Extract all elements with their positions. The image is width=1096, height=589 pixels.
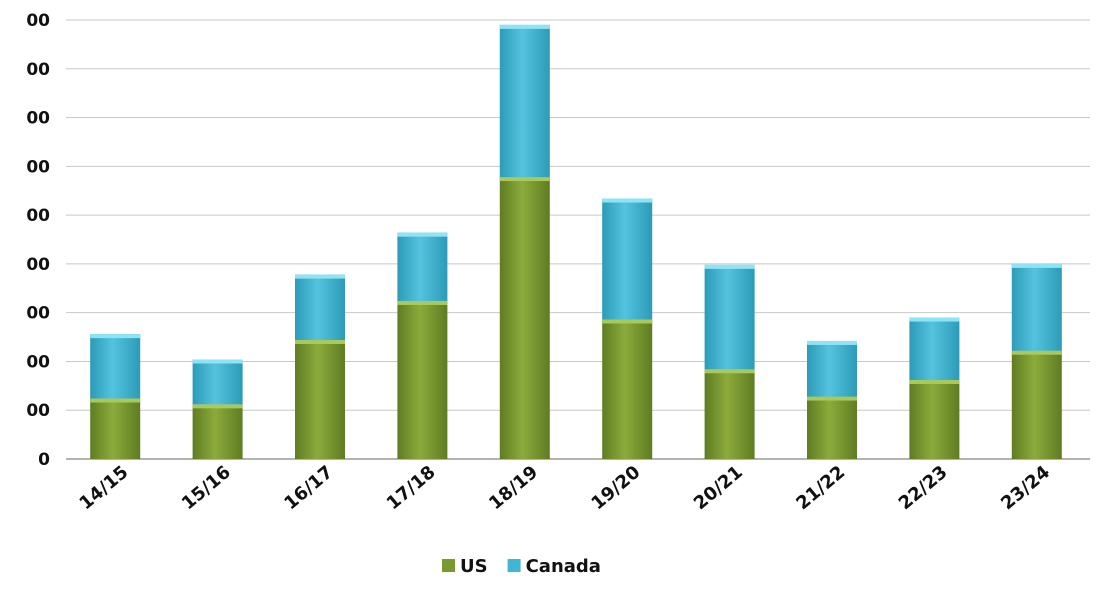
bar-us-18-19 (499, 177, 550, 459)
bar-us-17-18 (397, 300, 448, 459)
bar-us-15-16 (192, 404, 243, 459)
bar-top-highlight (704, 264, 755, 269)
y-tick-label: 00 (26, 60, 50, 80)
x-category-label: 20/21 (690, 462, 747, 515)
bar-canada-16-17 (295, 274, 345, 340)
bar-canada-20-21 (704, 264, 755, 370)
legend-label-canada: Canada (526, 556, 601, 577)
legend: US Canada (442, 556, 601, 577)
y-tick-label: 00 (26, 304, 50, 324)
bar-top-highlight (295, 339, 345, 344)
bar-canada-19-20 (602, 198, 653, 320)
bar-canada-22-23 (909, 317, 960, 380)
y-tick-label: 0 (38, 450, 50, 470)
bar-canada-15-16 (192, 359, 243, 405)
bar-us-20-21 (704, 369, 755, 459)
bar-top-highlight (909, 379, 960, 384)
y-tick-label: 00 (26, 255, 50, 275)
legend-swatch-us (442, 559, 455, 572)
x-category-label: 14/15 (76, 462, 133, 515)
bars (90, 24, 1062, 459)
y-tick-label: 00 (26, 401, 50, 421)
y-tick-label: 00 (26, 109, 50, 129)
bar-top-highlight (192, 404, 243, 409)
bar-canada-21-22 (807, 340, 857, 397)
x-axis-category-labels: 14/15 15/16 16/17 17/18 18/19 19/20 20/21 21/22… (76, 462, 1055, 515)
bar-top-highlight (704, 369, 755, 374)
bar-top-highlight (602, 319, 653, 324)
bar-top-highlight (1011, 350, 1062, 355)
bar-us-21-22 (807, 396, 857, 459)
bar-us-16-17 (295, 339, 345, 459)
legend-label-us: US (460, 556, 488, 577)
x-category-label: 17/18 (383, 462, 440, 515)
bar-us-23-24 (1011, 350, 1062, 459)
bar-us-14-15 (90, 398, 141, 459)
bar-us-19-20 (602, 319, 653, 459)
bar-canada-18-19 (499, 24, 550, 178)
bar-top-highlight (1011, 263, 1062, 268)
x-category-label: 16/17 (280, 462, 337, 515)
bar-us-22-23 (909, 379, 960, 459)
y-tick-label: 00 (26, 206, 50, 226)
x-category-label: 15/16 (178, 462, 235, 515)
x-category-label: 22/23 (895, 462, 952, 515)
bar-top-highlight (602, 198, 653, 203)
x-category-label: 21/22 (792, 462, 849, 515)
bar-top-highlight (807, 396, 857, 401)
bar-top-highlight (397, 300, 448, 305)
y-tick-label: 00 (26, 352, 50, 372)
bar-top-highlight (90, 398, 141, 403)
bar-canada-17-18 (397, 232, 448, 301)
bar-top-highlight (807, 340, 857, 345)
bar-top-highlight (192, 359, 243, 364)
bar-top-highlight (397, 232, 448, 237)
bar-top-highlight (499, 24, 550, 29)
x-category-label: 23/24 (997, 462, 1054, 515)
bar-canada-23-24 (1011, 263, 1062, 351)
legend-swatch-canada (507, 559, 521, 572)
y-tick-label: 00 (26, 157, 50, 177)
bar-top-highlight (909, 317, 960, 322)
x-category-label: 18/19 (485, 462, 542, 515)
y-tick-label: 00 (26, 11, 50, 31)
x-category-label: 19/20 (588, 462, 645, 515)
bar-top-highlight (90, 334, 141, 339)
bar-top-highlight (499, 177, 550, 182)
bar-canada-14-15 (90, 334, 141, 399)
bar-top-highlight (295, 274, 345, 279)
